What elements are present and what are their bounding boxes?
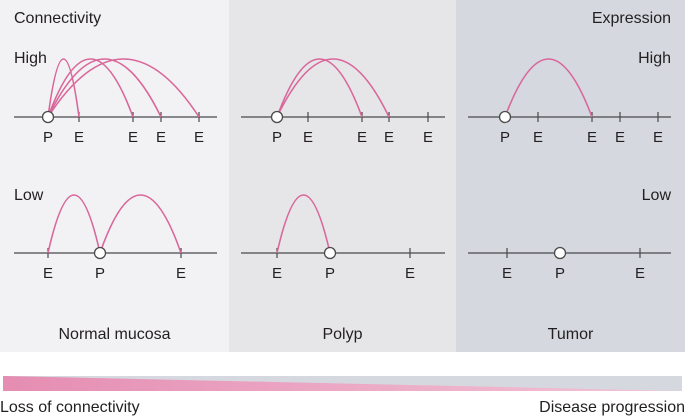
- enhancer-label: E: [587, 129, 597, 146]
- connectivity-title: Connectivity: [14, 10, 102, 27]
- connectivity-wedge: [3, 376, 682, 391]
- expression-title: Expression: [591, 10, 671, 27]
- panel-tumor: [456, 0, 685, 352]
- enhancer-label: E: [43, 265, 53, 282]
- promoter-label: P: [555, 265, 565, 282]
- disease-progression-label: Disease progression: [539, 399, 685, 416]
- promoter-label: P: [95, 265, 105, 282]
- panel-title-normal-mucosa: Normal mucosa: [58, 326, 171, 343]
- chromatin-loop: [47, 194, 101, 254]
- promoter-label: P: [43, 129, 53, 146]
- enhancer-label: E: [423, 129, 433, 146]
- enhancer-label: E: [384, 129, 394, 146]
- enhancer-label: E: [272, 265, 282, 282]
- enhancer-label: E: [303, 129, 313, 146]
- high-label-left: High: [14, 50, 47, 67]
- enhancer-label: E: [502, 265, 512, 282]
- enhancer-label: E: [128, 129, 138, 146]
- rows-layer: P E E E EE P EP E E E EE P EP E E E EE P E: [14, 58, 671, 282]
- promoter-circle: [93, 246, 107, 260]
- high-label-right: High: [638, 50, 671, 67]
- enhancer-label: E: [156, 129, 166, 146]
- chromatin-loop: [47, 58, 134, 118]
- enhancer-label: E: [74, 129, 84, 146]
- chromatin-loop: [99, 194, 182, 254]
- chromatin-loop: [47, 58, 200, 118]
- chromatin-loop: [276, 58, 363, 118]
- panel-polyp: [229, 0, 456, 352]
- chromatin-loop: [504, 58, 593, 118]
- enhancer-label: E: [176, 265, 186, 282]
- chromatin-loop: [47, 58, 80, 118]
- promoter-circle: [498, 110, 512, 124]
- low-label-right: Low: [641, 187, 671, 204]
- promoter-label: P: [500, 129, 510, 146]
- enhancer-label: E: [533, 129, 543, 146]
- enhancer-label: E: [635, 265, 645, 282]
- promoter-label: P: [272, 129, 282, 146]
- panel-normal-mucosa: [0, 0, 229, 352]
- chromatin-loop: [276, 58, 390, 118]
- enhancer-label: E: [357, 129, 367, 146]
- chromatin-loop: [276, 194, 331, 254]
- promoter-circle: [553, 246, 567, 260]
- chromatin-loop: [47, 58, 162, 118]
- enhancer-label: E: [615, 129, 625, 146]
- panel-title-tumor: Tumor: [547, 326, 594, 343]
- loss-of-connectivity-label: Loss of connectivity: [0, 399, 140, 416]
- promoter-circle: [41, 110, 55, 124]
- promoter-label: P: [325, 265, 335, 282]
- panel-title-polyp: Polyp: [322, 326, 363, 343]
- promoter-circle: [323, 246, 337, 260]
- enhancer-label: E: [405, 265, 415, 282]
- enhancer-label: E: [653, 129, 663, 146]
- enhancer-label: E: [194, 129, 204, 146]
- low-label-left: Low: [14, 187, 44, 204]
- promoter-circle: [270, 110, 284, 124]
